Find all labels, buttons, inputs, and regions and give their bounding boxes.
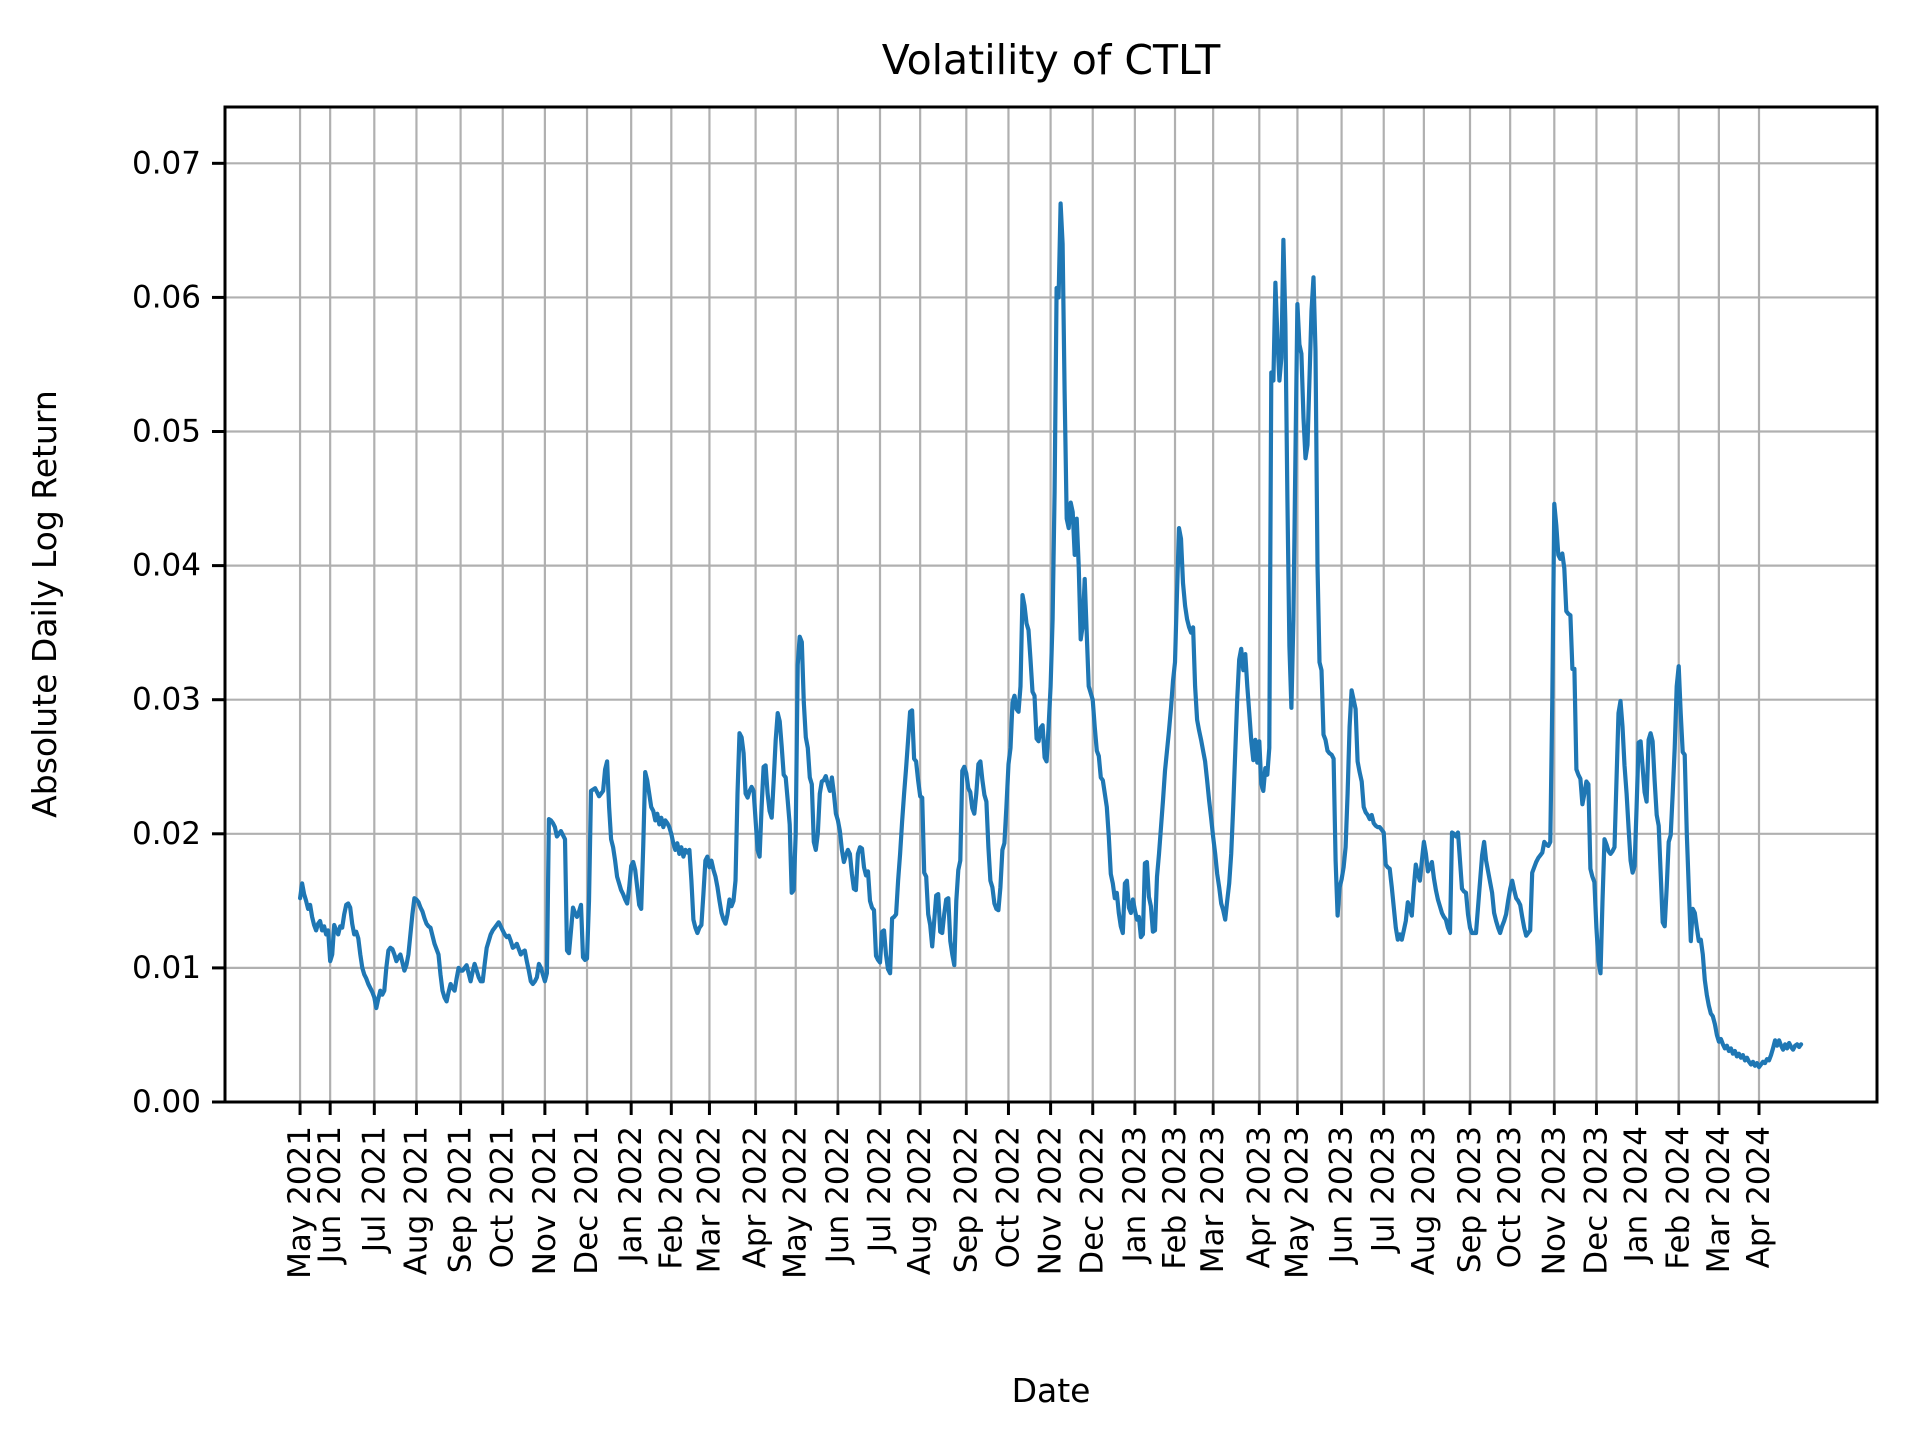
x-tick-label: Sep 2023 — [1452, 1126, 1488, 1273]
x-tick-label: Oct 2022 — [990, 1126, 1026, 1268]
y-tick-label: 0.02 — [132, 816, 201, 852]
x-tick-label: Apr 2022 — [738, 1126, 774, 1268]
y-tick-label: 0.06 — [132, 279, 201, 315]
x-tick-label: Jun 2022 — [820, 1126, 856, 1265]
y-tick-label: 0.04 — [132, 548, 201, 584]
x-tick-label: Dec 2022 — [1075, 1126, 1111, 1275]
x-tick-label: Aug 2022 — [902, 1126, 938, 1275]
x-axis-label: Date — [1012, 1371, 1091, 1410]
x-tick-label: Jan 2023 — [1117, 1126, 1153, 1265]
chart-title: Volatility of CTLT — [882, 36, 1222, 84]
y-axis-label: Absolute Daily Log Return — [25, 390, 64, 818]
x-tick-label: Feb 2023 — [1157, 1126, 1193, 1270]
volatility-line — [298, 201, 1804, 1070]
x-tick-label: Oct 2023 — [1492, 1126, 1528, 1268]
x-tick-label: Feb 2022 — [653, 1126, 689, 1270]
y-tick-label: 0.05 — [132, 414, 201, 450]
tick-labels: 0.00 0.01 0.02 0.03 0.04 0.05 0.06 0.07 May 2021… — [132, 145, 1777, 1279]
x-tick-label: May 2021 — [282, 1126, 318, 1279]
x-tick-label: Nov 2021 — [527, 1126, 563, 1275]
x-tick-label: Nov 2023 — [1536, 1126, 1572, 1275]
x-tick-label: May 2022 — [778, 1126, 814, 1279]
x-tick-label: Apr 2024 — [1741, 1126, 1777, 1268]
x-tick-label: Feb 2024 — [1661, 1126, 1697, 1270]
y-tick-label: 0.03 — [132, 682, 201, 718]
x-tick-label: Jun 2021 — [312, 1126, 348, 1265]
x-tick-label: Jul 2022 — [862, 1126, 898, 1254]
x-tick-label: Dec 2023 — [1578, 1126, 1614, 1275]
x-tick-label: Sep 2021 — [443, 1126, 479, 1273]
tick-marks — [212, 161, 1761, 1115]
x-tick-label: Sep 2022 — [948, 1126, 984, 1273]
x-tick-label: Mar 2022 — [691, 1126, 727, 1273]
x-tick-label: Aug 2021 — [398, 1126, 434, 1275]
y-tick-label: 0.01 — [132, 950, 201, 986]
y-tick-label: 0.07 — [132, 145, 201, 181]
x-tick-label: Apr 2023 — [1241, 1126, 1277, 1268]
x-tick-label: Jan 2024 — [1619, 1126, 1655, 1265]
x-tick-label: Mar 2023 — [1195, 1126, 1231, 1273]
x-tick-label: Oct 2021 — [485, 1126, 521, 1268]
x-tick-label: Nov 2022 — [1033, 1126, 1069, 1275]
x-tick-label: Jul 2023 — [1366, 1126, 1402, 1254]
x-tick-label: Mar 2024 — [1701, 1126, 1737, 1273]
x-tick-label: Jun 2023 — [1324, 1126, 1360, 1265]
x-tick-label: Dec 2021 — [569, 1126, 605, 1275]
y-tick-label: 0.00 — [132, 1084, 201, 1120]
x-tick-label: May 2023 — [1279, 1126, 1315, 1279]
x-tick-label: Aug 2023 — [1406, 1126, 1442, 1275]
x-tick-label: Jan 2022 — [613, 1126, 649, 1265]
x-tick-label: Jul 2021 — [356, 1126, 392, 1254]
chart-line-layer — [298, 201, 1804, 1070]
